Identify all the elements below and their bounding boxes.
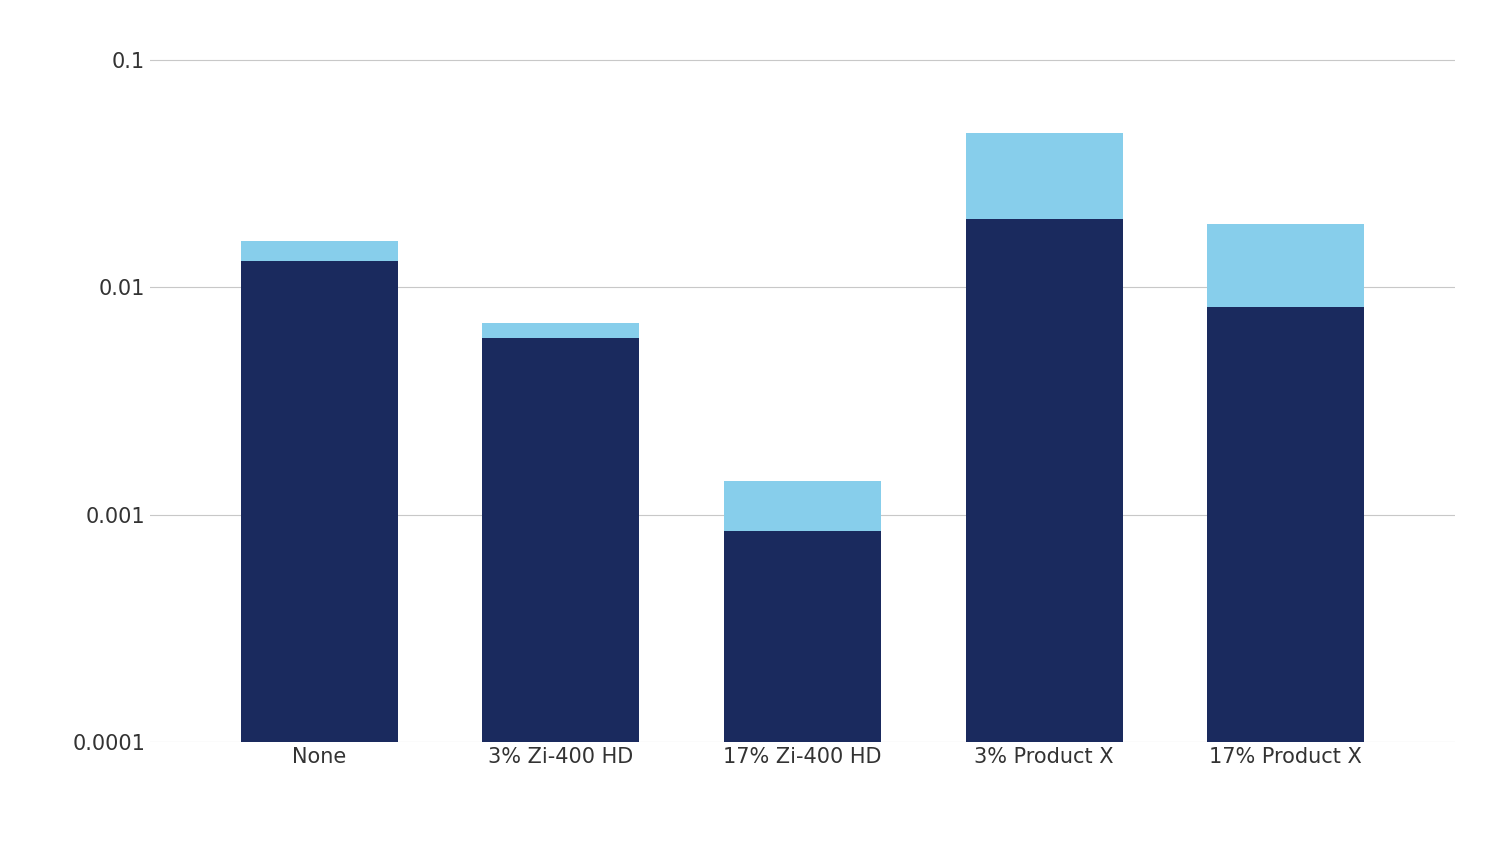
Bar bbox=[966, 132, 1122, 843]
Bar bbox=[966, 219, 1122, 843]
Bar bbox=[240, 261, 398, 843]
Bar bbox=[1208, 224, 1365, 843]
Bar bbox=[724, 530, 880, 843]
Bar bbox=[240, 241, 398, 843]
Bar bbox=[1208, 307, 1365, 843]
Bar bbox=[483, 338, 639, 843]
Bar bbox=[724, 481, 880, 843]
Bar bbox=[483, 323, 639, 843]
